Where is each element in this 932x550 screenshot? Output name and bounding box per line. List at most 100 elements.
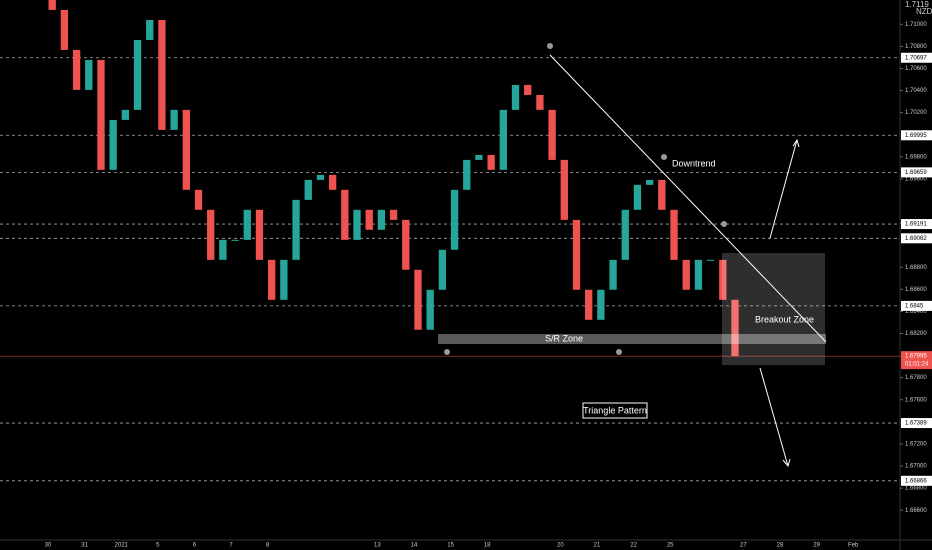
candle-body xyxy=(487,154,495,170)
x-tick-label: 2021 xyxy=(115,543,129,549)
candle-body xyxy=(72,49,81,90)
candle-body xyxy=(682,259,690,290)
breakout-box xyxy=(722,253,825,365)
x-tick-label: 27 xyxy=(740,543,747,549)
sr-zone xyxy=(438,334,826,344)
y-tick-label: 1.69800 xyxy=(905,154,927,160)
level-tag xyxy=(901,52,932,63)
x-tick-label: Feb xyxy=(848,543,859,549)
candle-body xyxy=(353,209,361,240)
y-tick-label: 1.68400 xyxy=(905,309,927,315)
candle-body xyxy=(645,179,654,185)
arrow-down xyxy=(759,367,789,467)
candle-body xyxy=(475,154,483,160)
arrow-up xyxy=(769,139,798,239)
sr-zone-label: S/R Zone xyxy=(545,333,583,343)
y-tick-label: 1.66800 xyxy=(905,486,927,492)
y-tick-label: 1.67800 xyxy=(905,375,927,381)
candle-body xyxy=(694,259,703,290)
y-tick-label: 1.68800 xyxy=(905,265,927,271)
candle-body xyxy=(548,109,556,160)
y-tick-label: 1.66600 xyxy=(905,508,927,514)
level-tag xyxy=(901,475,932,486)
candle-body xyxy=(48,0,56,10)
candle-body xyxy=(511,84,520,110)
candle-body xyxy=(377,209,386,230)
candle-body xyxy=(585,289,593,320)
pivot xyxy=(547,43,553,49)
x-tick-label: 29 xyxy=(813,543,820,549)
y-tick-label: 1.70800 xyxy=(905,44,927,50)
candle-body xyxy=(560,159,568,220)
trend-line xyxy=(549,54,827,343)
x-tick-label: 14 xyxy=(411,543,418,549)
candle-body xyxy=(219,239,227,260)
breakout-label: Breakout Zone xyxy=(755,314,814,324)
y-tick-label: 1.70400 xyxy=(905,88,927,94)
candle-body xyxy=(731,299,739,357)
pattern-label: Triangle Pattern xyxy=(583,405,647,415)
candle-body xyxy=(243,209,251,240)
candle-body xyxy=(97,59,105,170)
pivot xyxy=(444,349,450,355)
x-tick-label: 31 xyxy=(81,543,88,549)
candle-body xyxy=(402,219,410,270)
candle-body xyxy=(316,174,325,180)
y-tick-label: 1.67600 xyxy=(905,397,927,403)
candle-body xyxy=(341,189,349,240)
level-label: 1.6845 xyxy=(905,303,924,309)
level-tag xyxy=(901,167,932,178)
candle-body xyxy=(706,259,715,261)
candle-body xyxy=(182,109,190,190)
candle-body xyxy=(365,209,373,230)
x-tick-label: 5 xyxy=(156,543,160,549)
candle-body xyxy=(719,259,727,300)
x-tick-label: 7 xyxy=(229,543,233,549)
x-tick-label: 25 xyxy=(667,543,674,549)
candle-body xyxy=(572,219,581,290)
y-tick-label: 1.68200 xyxy=(905,331,927,337)
y-tick-label: 1.70200 xyxy=(905,110,927,116)
x-tick-label: 21 xyxy=(594,543,601,549)
arrow-head xyxy=(792,138,800,148)
y-tick-label: 1.70600 xyxy=(905,66,927,72)
y-tick-label: 1.67200 xyxy=(905,442,927,448)
y-tick-label: 1.69600 xyxy=(905,176,927,182)
y-tick-label: 1.71000 xyxy=(905,22,927,28)
candle-body xyxy=(621,209,629,260)
countdown: 01:01:24 xyxy=(905,362,929,368)
candle-body xyxy=(633,184,642,210)
level-tag xyxy=(901,130,932,141)
candle-body xyxy=(121,109,130,120)
candle-body xyxy=(133,39,142,110)
pivot xyxy=(616,349,622,355)
candle-body xyxy=(207,209,215,260)
current-price-label: 1.67995 xyxy=(905,354,927,360)
pivot xyxy=(661,154,667,160)
candle-body xyxy=(170,109,178,130)
candle-body xyxy=(524,84,532,95)
candle-body xyxy=(414,269,422,330)
downtrend-label: Downtrend xyxy=(672,158,716,168)
x-tick-label: 30 xyxy=(45,543,52,549)
pivot xyxy=(721,221,727,227)
currency: NZD xyxy=(916,7,932,16)
arrow-head xyxy=(782,458,791,468)
level-label: 1.69191 xyxy=(905,222,927,228)
candles xyxy=(48,0,739,357)
candle-body xyxy=(268,259,276,300)
x-tick-label: 18 xyxy=(484,543,491,549)
candle-body xyxy=(304,179,312,200)
x-tick-label: 22 xyxy=(630,543,637,549)
candle-body xyxy=(670,209,678,260)
candle-body xyxy=(146,19,154,40)
candle-body xyxy=(280,259,288,300)
level-label: 1.69062 xyxy=(905,236,927,242)
x-tick-label: 13 xyxy=(374,543,381,549)
candle-body xyxy=(328,174,337,190)
candle-body xyxy=(389,209,398,220)
candle-body xyxy=(109,119,117,170)
level-tag xyxy=(901,219,932,230)
